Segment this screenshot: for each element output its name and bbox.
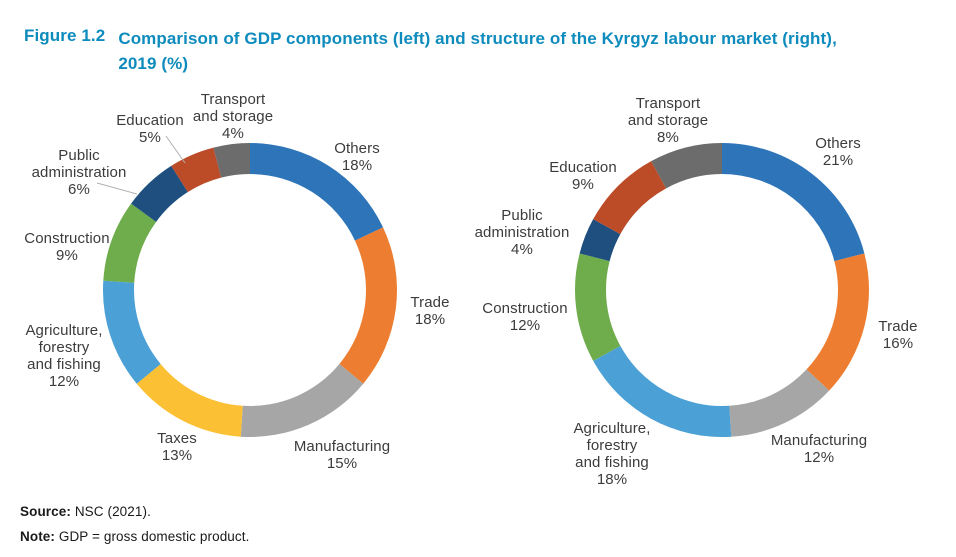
slice-percent-value: 6% <box>68 181 90 198</box>
donut-chart-labour-market: Others 21% Trade 16% Manufacturing 12% Agricul… <box>470 80 956 505</box>
figure-title-line2: 2019 (%) <box>118 54 189 73</box>
slice-agriculture-forestry-and-fishing <box>593 345 732 438</box>
slice-manufacturing <box>729 369 830 437</box>
slice-percent-value: 12% <box>509 317 541 334</box>
slice-label-trade: Trade 16% <box>813 318 956 352</box>
slice-public-administration <box>579 219 621 262</box>
slice-label-text: administration <box>31 164 127 181</box>
slice-label-public-administration: Public administration 4% <box>437 207 607 258</box>
slice-label-text: and storage <box>627 112 709 129</box>
figure-header: Figure 1.2 Comparison of GDP components … <box>24 26 837 76</box>
slice-percent-value: 12% <box>803 449 835 466</box>
slice-label-manufacturing: Manufacturing 15% <box>257 438 427 472</box>
figure-title-line1: Comparison of GDP components (left) and … <box>118 29 837 48</box>
slice-public-administration <box>131 165 188 222</box>
slice-label-text: Agriculture, <box>573 420 651 437</box>
slice-percent-value: 21% <box>822 152 854 169</box>
slice-percent-value: 5% <box>139 129 161 146</box>
slice-percent-value: 13% <box>161 447 193 464</box>
slice-label-text: Others <box>815 135 861 152</box>
note-label: Note: <box>20 529 55 544</box>
slice-label-text: Public <box>58 147 100 164</box>
slice-percent-value: 4% <box>222 125 244 142</box>
slice-label-trade: Trade 18% <box>345 294 515 328</box>
slice-label-text: forestry <box>586 437 638 454</box>
slice-label-others: Others 18% <box>272 140 442 174</box>
slice-label-transport-and-storage: Transport and storage 4% <box>148 91 318 142</box>
donut-ring <box>96 135 398 438</box>
source-label: Source: <box>20 504 71 519</box>
slice-trade <box>806 253 869 391</box>
label-leader-line <box>96 182 138 195</box>
slice-label-text: Construction <box>482 300 568 317</box>
slice-percent-value: 9% <box>56 247 78 264</box>
slice-education <box>593 161 667 235</box>
slice-taxes <box>136 363 243 437</box>
slice-label-text: Public <box>501 207 543 224</box>
slice-label-others: Others 21% <box>753 135 923 169</box>
slice-label-text: and fishing <box>575 454 649 471</box>
slice-others <box>250 143 384 241</box>
slice-label-text: Trade <box>878 318 918 335</box>
slice-label-education: Education 5% <box>65 112 235 146</box>
label-leader-line <box>165 135 186 164</box>
slice-label-text: administration <box>474 224 570 241</box>
slice-label-agriculture-forestry-and-fishing: Agriculture, forestry and fishing 12% <box>0 322 149 390</box>
figure-title: Comparison of GDP components (left) and … <box>118 26 837 76</box>
slice-label-text: Taxes <box>157 430 197 447</box>
slice-label-taxes: Taxes 13% <box>92 430 262 464</box>
donut-ring <box>574 143 869 438</box>
slice-construction <box>574 253 621 361</box>
slice-label-text: and fishing <box>27 356 101 373</box>
slice-percent-value: 18% <box>414 311 446 328</box>
slice-label-manufacturing: Manufacturing 12% <box>734 432 904 466</box>
slice-label-text: Education <box>549 159 617 176</box>
slice-percent-value: 12% <box>48 373 80 390</box>
source-line: Source: NSC (2021). <box>20 504 151 519</box>
slice-construction <box>103 203 157 283</box>
slice-label-construction: Construction 9% <box>0 230 152 264</box>
slice-trade <box>339 227 398 384</box>
slice-label-text: Transport <box>635 95 701 112</box>
note-text: GDP = gross domestic product. <box>55 529 250 544</box>
slice-label-text: Manufacturing <box>293 438 391 455</box>
slice-percent-value: 16% <box>882 335 914 352</box>
slice-percent-value: 18% <box>596 471 628 488</box>
slice-percent-value: 15% <box>326 455 358 472</box>
donut-chart-gdp-components: Others 18% Trade 18% Manufacturing 15% Taxes 13… <box>10 80 480 500</box>
slice-percent-value: 18% <box>341 157 373 174</box>
slice-transport-and-storage <box>651 143 722 189</box>
slice-others <box>722 143 865 262</box>
slice-transport-and-storage <box>213 143 250 178</box>
slice-agriculture-forestry-and-fishing <box>102 280 161 384</box>
slice-percent-value: 9% <box>572 176 594 193</box>
slice-label-text: Trade <box>410 294 450 311</box>
slice-label-agriculture-forestry-and-fishing: Agriculture, forestry and fishing 18% <box>527 420 697 488</box>
slice-label-text: forestry <box>38 339 90 356</box>
slice-education <box>171 147 222 193</box>
slice-label-text: Agriculture, <box>25 322 103 339</box>
note-line: Note: GDP = gross domestic product. <box>20 529 249 544</box>
slice-label-text: Others <box>334 140 380 157</box>
slice-percent-value: 8% <box>657 129 679 146</box>
slice-label-text: Education <box>116 112 184 129</box>
slice-label-text: Manufacturing <box>770 432 868 449</box>
slice-label-public-administration: Public administration 6% <box>0 147 164 198</box>
slice-label-transport-and-storage: Transport and storage 8% <box>583 95 753 146</box>
slice-label-text: Construction <box>24 230 110 247</box>
slice-label-education: Education 9% <box>498 159 668 193</box>
slice-label-construction: Construction 12% <box>440 300 610 334</box>
figure-number-label: Figure 1.2 <box>24 26 106 45</box>
slice-percent-value: 4% <box>511 241 533 258</box>
source-text: NSC (2021). <box>70 504 151 519</box>
slice-manufacturing <box>240 363 364 438</box>
slice-label-text: Transport <box>200 91 266 108</box>
slice-label-text: and storage <box>192 108 274 125</box>
